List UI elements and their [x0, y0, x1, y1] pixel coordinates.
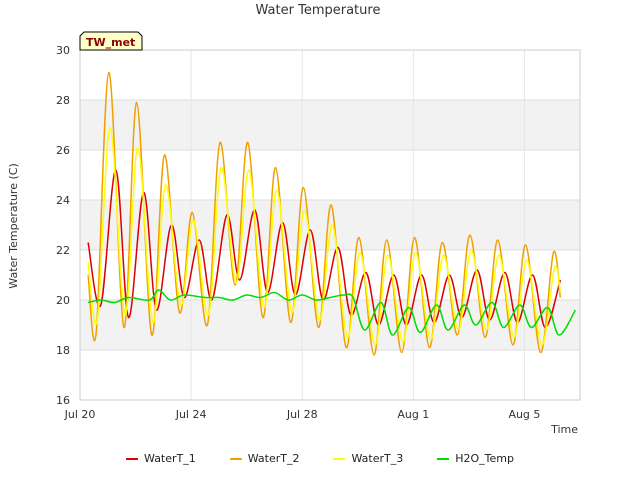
legend: WaterT_1 WaterT_2 WaterT_3 H2O_Temp	[0, 452, 640, 465]
band-18	[80, 300, 580, 350]
station-tag-box	[79, 31, 143, 51]
x-tick-label-2023-08-05: Aug 5	[508, 408, 540, 421]
x-tick-label-2023-08-01: Aug 1	[397, 408, 429, 421]
legend-label: WaterT_2	[247, 452, 300, 465]
series-line-watert-1	[87, 169, 562, 329]
legend-item-watert-2: WaterT_2	[229, 452, 300, 465]
legend-swatch	[437, 457, 450, 460]
y-axis-label: Water Temperature (C)	[7, 163, 20, 288]
series-line-watert-2	[87, 71, 562, 356]
x-tick-label-2023-07-24: Jul 24	[175, 408, 207, 421]
y-tick-label-28: 28	[56, 94, 70, 107]
station-tag-label: TW_met	[86, 36, 135, 49]
band-26	[80, 100, 580, 150]
x-axis-ticks: Jul 20 Jul 24 Jul 28 Aug 1 Aug 5	[64, 408, 541, 421]
y-tick-label-18: 18	[56, 344, 70, 357]
legend-item-h2o-temp: H2O_Temp	[437, 452, 514, 465]
legend-swatch	[126, 457, 139, 460]
x-axis-label: Time	[550, 423, 578, 436]
legend-item-watert-1: WaterT_1	[126, 452, 196, 465]
y-tick-label-22: 22	[56, 244, 70, 257]
y-axis-ticks: 16 18 20 22 24 26 28 30	[56, 44, 70, 407]
y-tick-label-26: 26	[56, 144, 70, 157]
series-line-h2o-temp	[87, 289, 577, 336]
legend-swatch	[229, 457, 242, 460]
legend-label: H2O_Temp	[455, 452, 514, 465]
x-tick-label-2023-07-28: Jul 28	[286, 408, 318, 421]
legend-label: WaterT_1	[144, 452, 196, 465]
x-tick-label-2023-07-20: Jul 20	[64, 408, 96, 421]
legend-swatch	[333, 457, 346, 460]
series-line-watert-3	[87, 126, 562, 346]
chart-title: Water Temperature	[256, 3, 381, 18]
y-tick-label-16: 16	[56, 394, 70, 407]
y-tick-label-30: 30	[56, 44, 70, 57]
legend-item-watert-3: WaterT_3	[333, 452, 403, 465]
station-tag: TW_met	[79, 31, 143, 51]
plot-frame	[79, 49, 581, 401]
legend-label: WaterT_3	[351, 452, 404, 465]
y-tick-label-20: 20	[56, 294, 70, 307]
series-layer	[87, 71, 577, 356]
y-tick-label-24: 24	[56, 194, 70, 207]
